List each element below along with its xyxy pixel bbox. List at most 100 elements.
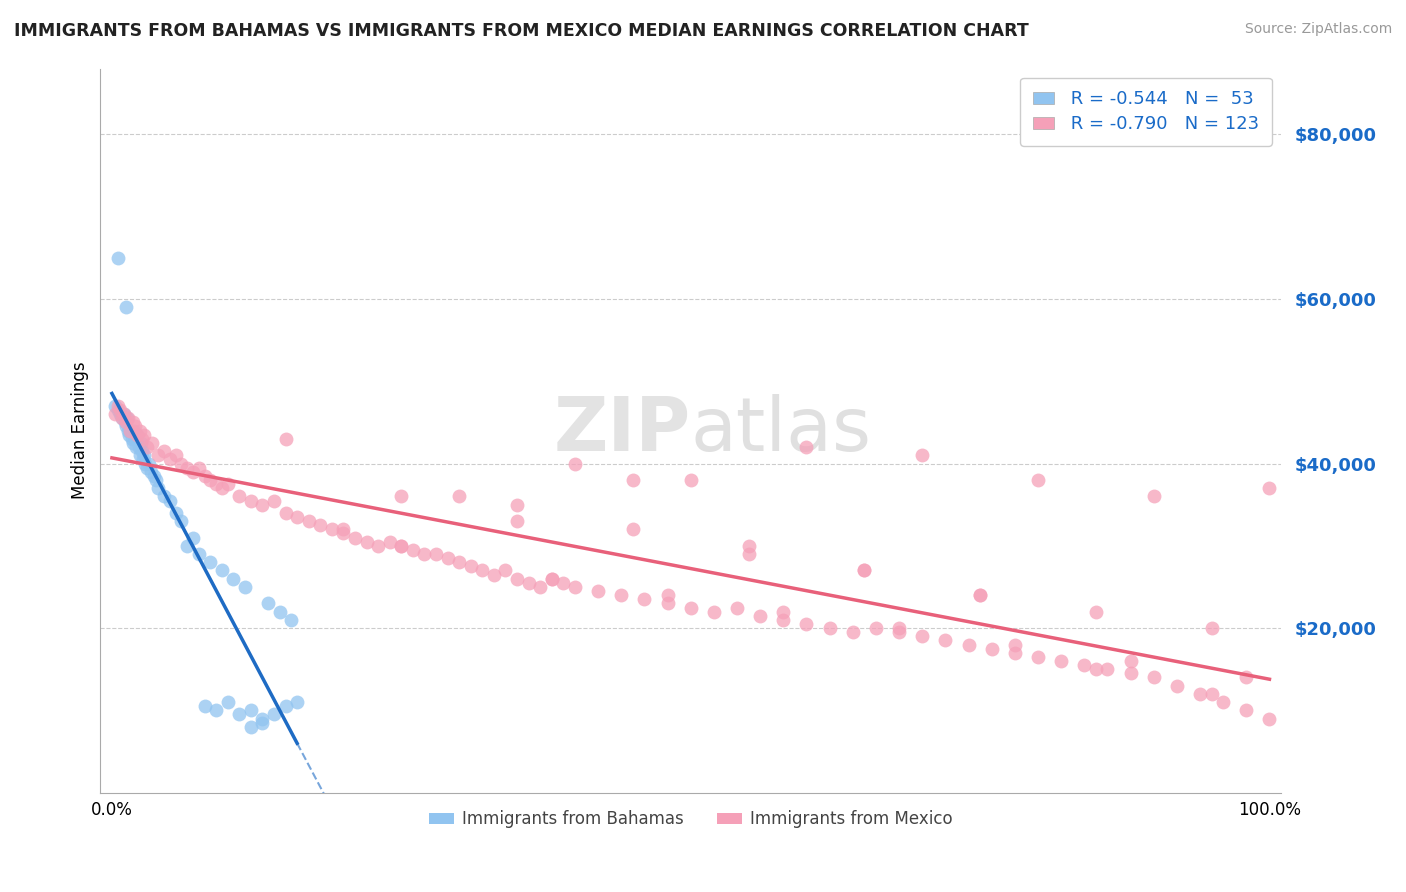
Point (211, 564, 233, 578)
Point (367, 539, 389, 553)
Point (413, 547, 436, 561)
Point (222, 572, 245, 586)
Point (389, 539, 412, 553)
Point (107, 251, 129, 265)
Point (134, 457, 156, 471)
Point (969, 588, 991, 602)
Point (170, 457, 193, 471)
Point (112, 407, 135, 421)
Point (111, 411, 134, 425)
Point (104, 407, 127, 421)
Point (1212, 695, 1234, 709)
Point (737, 547, 759, 561)
Point (181, 531, 204, 545)
Point (1119, 666, 1142, 681)
Point (170, 514, 193, 528)
Point (165, 448, 187, 462)
Point (134, 427, 156, 442)
Text: atlas: atlas (690, 394, 872, 467)
Point (1026, 473, 1049, 487)
Text: Source: ZipAtlas.com: Source: ZipAtlas.com (1244, 22, 1392, 37)
Point (564, 580, 586, 594)
Point (134, 448, 156, 462)
Point (1143, 490, 1166, 504)
Point (205, 477, 228, 491)
Point (159, 452, 181, 467)
Point (217, 477, 239, 491)
Point (772, 605, 794, 619)
Point (389, 490, 412, 504)
Point (564, 457, 586, 471)
Point (506, 572, 529, 586)
Point (252, 498, 274, 512)
Point (865, 621, 887, 635)
Point (176, 539, 198, 553)
Point (120, 424, 142, 438)
Point (145, 473, 167, 487)
Point (200, 555, 222, 569)
Point (1189, 687, 1212, 701)
Point (1201, 687, 1223, 701)
Point (1084, 605, 1107, 619)
Point (1004, 646, 1026, 660)
Point (506, 498, 529, 512)
Point (1258, 481, 1281, 495)
Point (129, 436, 152, 450)
Point (679, 473, 702, 487)
Point (120, 424, 142, 438)
Point (187, 460, 209, 475)
Point (1026, 649, 1049, 664)
Text: ZIP: ZIP (554, 394, 690, 467)
Point (957, 638, 980, 652)
Point (200, 473, 222, 487)
Point (285, 695, 308, 709)
Text: IMMIGRANTS FROM BAHAMAS VS IMMIGRANTS FROM MEXICO MEDIAN EARNINGS CORRELATION CH: IMMIGRANTS FROM BAHAMAS VS IMMIGRANTS FR… (14, 22, 1029, 40)
Point (121, 436, 143, 450)
Point (205, 703, 228, 717)
Point (263, 493, 285, 508)
Point (125, 440, 148, 454)
Point (114, 415, 136, 429)
Point (252, 715, 274, 730)
Point (1004, 638, 1026, 652)
Point (117, 424, 139, 438)
Point (108, 407, 131, 421)
Point (1166, 679, 1188, 693)
Point (228, 490, 250, 504)
Point (141, 436, 163, 450)
Point (772, 613, 794, 627)
Point (853, 564, 876, 578)
Point (108, 403, 131, 417)
Point (118, 427, 141, 442)
Point (114, 419, 136, 434)
Point (1097, 662, 1119, 676)
Point (1119, 654, 1142, 668)
Point (309, 518, 332, 533)
Point (269, 605, 291, 619)
Point (187, 547, 209, 561)
Point (749, 608, 772, 623)
Point (1073, 658, 1095, 673)
Y-axis label: Median Earnings: Median Earnings (72, 362, 89, 500)
Point (506, 514, 529, 528)
Point (1234, 670, 1257, 684)
Point (1143, 670, 1166, 684)
Point (280, 613, 302, 627)
Point (471, 564, 494, 578)
Point (332, 522, 354, 536)
Point (298, 514, 321, 528)
Point (495, 564, 517, 578)
Point (121, 432, 143, 446)
Point (165, 506, 187, 520)
Point (228, 707, 250, 722)
Point (610, 588, 633, 602)
Point (586, 584, 609, 599)
Point (122, 424, 145, 438)
Point (657, 596, 679, 610)
Point (181, 465, 204, 479)
Point (111, 411, 134, 425)
Point (737, 539, 759, 553)
Point (356, 534, 378, 549)
Point (107, 399, 129, 413)
Point (239, 703, 262, 717)
